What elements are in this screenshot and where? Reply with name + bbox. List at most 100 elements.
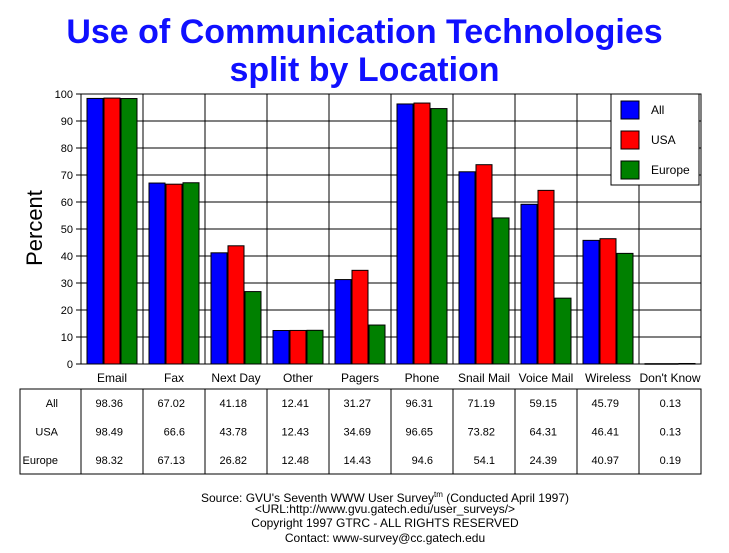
bar: [86, 97, 104, 365]
contact: Contact: www-survey@cc.gatech.edu: [284, 531, 486, 545]
table-cell: 24.39: [529, 455, 557, 467]
legend-swatch: [620, 100, 640, 120]
legend: All USA Europe: [610, 93, 700, 186]
copyright: Copyright 1997 GTRC - ALL RIGHTS RESERVE…: [251, 516, 519, 530]
table-cell: 12.43: [281, 427, 309, 439]
survey-url: <URL:http://www.gvu.gatech.edu/user_surv…: [254, 502, 516, 516]
table-cell: 64.31: [529, 427, 557, 439]
table-cell: 98.36: [95, 398, 123, 410]
x-tick-label: Pagers: [341, 371, 379, 385]
table-cell: 94.6: [412, 455, 433, 467]
axes: [76, 93, 702, 365]
x-tick-label: Email: [97, 371, 127, 385]
x-tick-label: Snail Mail: [458, 371, 510, 385]
y-tick-label: 60: [61, 197, 73, 209]
bar: [554, 297, 572, 365]
bar: [351, 269, 369, 365]
y-tick-label: 50: [61, 224, 73, 236]
x-tick-label: Other: [283, 371, 313, 385]
y-tick-label: 10: [61, 332, 73, 344]
table-row-label: USA: [35, 427, 58, 439]
bar: [289, 329, 307, 365]
legend-label: Europe: [651, 163, 690, 177]
y-tick-label: 100: [55, 89, 73, 101]
table-cell: 98.32: [95, 455, 123, 467]
chart-subtitle: split by Location: [229, 51, 500, 89]
table-cell: 71.19: [467, 398, 495, 410]
table-cell: 96.31: [405, 398, 433, 410]
bar: [165, 183, 183, 365]
x-tick-label: Phone: [405, 371, 440, 385]
table-row-label: All: [46, 398, 58, 410]
table-cell: 41.18: [219, 398, 247, 410]
bar: [520, 203, 538, 365]
bar: [537, 189, 555, 365]
bar: [182, 182, 200, 365]
table-cell: 14.43: [343, 455, 371, 467]
table-cell: 43.78: [219, 427, 247, 439]
table-cell: 12.48: [281, 455, 309, 467]
bars: [86, 97, 696, 365]
bar: [103, 97, 121, 365]
x-tick-label: Voice Mail: [519, 371, 574, 385]
x-tick-label: Don't Know: [640, 371, 701, 385]
table-cell: 0.19: [660, 455, 681, 467]
bar: [475, 164, 493, 365]
bar: [272, 329, 290, 365]
bar: [148, 182, 166, 365]
table-cell: 67.13: [157, 455, 185, 467]
bar: [582, 239, 600, 365]
bar: [616, 252, 634, 365]
table-cell: 26.82: [219, 455, 247, 467]
y-tick-label: 0: [67, 359, 73, 371]
chart-title: Use of Communication Technologies: [66, 13, 663, 51]
table-cell: 45.79: [591, 398, 619, 410]
legend-swatch: [620, 130, 640, 150]
bar: [492, 217, 510, 365]
table-cell: 73.82: [467, 427, 495, 439]
legend-swatch: [620, 160, 640, 180]
legend-label: USA: [651, 133, 676, 147]
table-cell: 46.41: [591, 427, 619, 439]
x-tick-label: Wireless: [585, 371, 631, 385]
bar: [227, 245, 245, 365]
x-tick-labels: Email Fax Next Day Other Pagers Phone Snail Ma…: [97, 371, 701, 385]
x-tick-label: Fax: [164, 371, 184, 385]
source-date: (Conducted April 1997): [442, 491, 569, 505]
table-cell: 98.49: [95, 427, 123, 439]
bar: [413, 102, 431, 365]
table-cell: 59.15: [529, 398, 557, 410]
y-tick-label: 30: [61, 278, 73, 290]
source-trademark: tm: [434, 490, 443, 499]
bar: [334, 279, 352, 365]
y-tick-label: 40: [61, 251, 73, 263]
y-axis-label: Percent: [22, 190, 47, 266]
bar: [210, 252, 228, 365]
bar: [599, 238, 617, 365]
y-tick-labels: 0 10 20 30 40 50 60 70 80 90 100: [55, 89, 73, 371]
y-tick-label: 20: [61, 305, 73, 317]
table-cell: 34.69: [343, 427, 371, 439]
bar: [306, 329, 324, 365]
table-cell: 96.65: [405, 427, 433, 439]
table-cell: 66.6: [164, 427, 185, 439]
bar: [396, 103, 414, 365]
y-tick-label: 80: [61, 143, 73, 155]
table-cell: 31.27: [343, 398, 371, 410]
bar: [120, 98, 138, 365]
bar: [244, 291, 262, 365]
table-cell: 67.02: [157, 398, 185, 410]
table-cell: 54.1: [474, 455, 495, 467]
table-frame: [19, 388, 702, 475]
x-tick-label: Next Day: [211, 371, 260, 385]
source-line: Source: GVU's Seventh WWW User Surveytm …: [0, 487, 729, 506]
y-tick-label: 90: [61, 116, 73, 128]
table-cell: 40.97: [591, 455, 619, 467]
bar: [458, 171, 476, 365]
table-row-label: Europe: [23, 455, 58, 467]
bar: [430, 108, 448, 365]
data-table: All 98.36 67.02 41.18 12.41 31.27 96.31 71.19 59…: [19, 388, 702, 475]
table-cell: 12.41: [281, 398, 309, 410]
table-cell: 0.13: [660, 398, 681, 410]
